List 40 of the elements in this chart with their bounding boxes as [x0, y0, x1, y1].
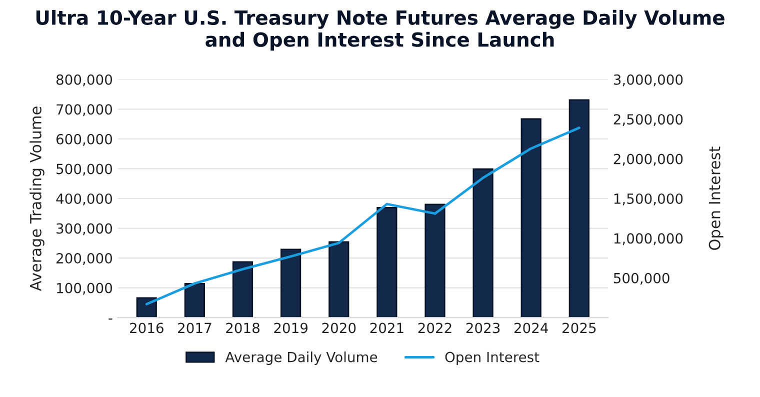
- y-tick-label: 400,000: [56, 193, 112, 206]
- x-tick-label: 2021: [370, 322, 404, 334]
- line-series: [145, 126, 580, 306]
- y-tick-label: 300,000: [56, 223, 112, 236]
- y2-tick-label: 2,500,000: [614, 114, 683, 126]
- y2-tick-label: 1,500,000: [614, 193, 683, 206]
- y-tick-label: 700,000: [56, 104, 112, 116]
- bar: [568, 99, 590, 318]
- y2-axis-title: Open Interest: [708, 146, 724, 250]
- y-tick-label: 800,000: [56, 74, 112, 86]
- x-tick-label: 2017: [178, 322, 212, 334]
- x-tick-label: 2022: [418, 322, 452, 334]
- y2-tick-label: 3,000,000: [614, 74, 683, 86]
- bar: [232, 261, 254, 318]
- x-tick-label: 2020: [322, 322, 356, 334]
- x-tick-label: 2018: [226, 322, 260, 334]
- legend-label: Average Daily Volume: [225, 352, 378, 365]
- y-axis-title: Average Trading Volume: [30, 106, 44, 292]
- x-tick-label: 2019: [274, 322, 308, 334]
- chart-title: Ultra 10-Year U.S. Treasury Note Futures Average Daily Volume and Open Interest Since Launch: [36, 10, 724, 51]
- y-tick-label: 500,000: [56, 164, 112, 176]
- x-tick-label: 2016: [130, 322, 164, 334]
- y-tick-label: 600,000: [56, 134, 112, 146]
- legend-label: Open Interest: [445, 352, 540, 365]
- bar: [520, 118, 542, 318]
- x-tick-label: 2024: [514, 322, 548, 334]
- y2-tick-label: 2,000,000: [614, 154, 683, 166]
- bar: [184, 282, 205, 318]
- y2-tick-label: 1,000,000: [614, 233, 683, 246]
- x-tick-label: 2023: [466, 322, 500, 334]
- bar: [424, 204, 446, 318]
- bar: [280, 248, 302, 318]
- x-tick-label: 2025: [562, 322, 596, 334]
- y-tick-label: 100,000: [57, 282, 112, 295]
- y-tick-label: -: [108, 318, 112, 320]
- bar: [328, 241, 350, 318]
- bar: [472, 168, 494, 318]
- bar: [376, 207, 398, 318]
- y2-tick-label: 500,000: [614, 272, 670, 285]
- y-tick-label: 200,000: [56, 253, 112, 265]
